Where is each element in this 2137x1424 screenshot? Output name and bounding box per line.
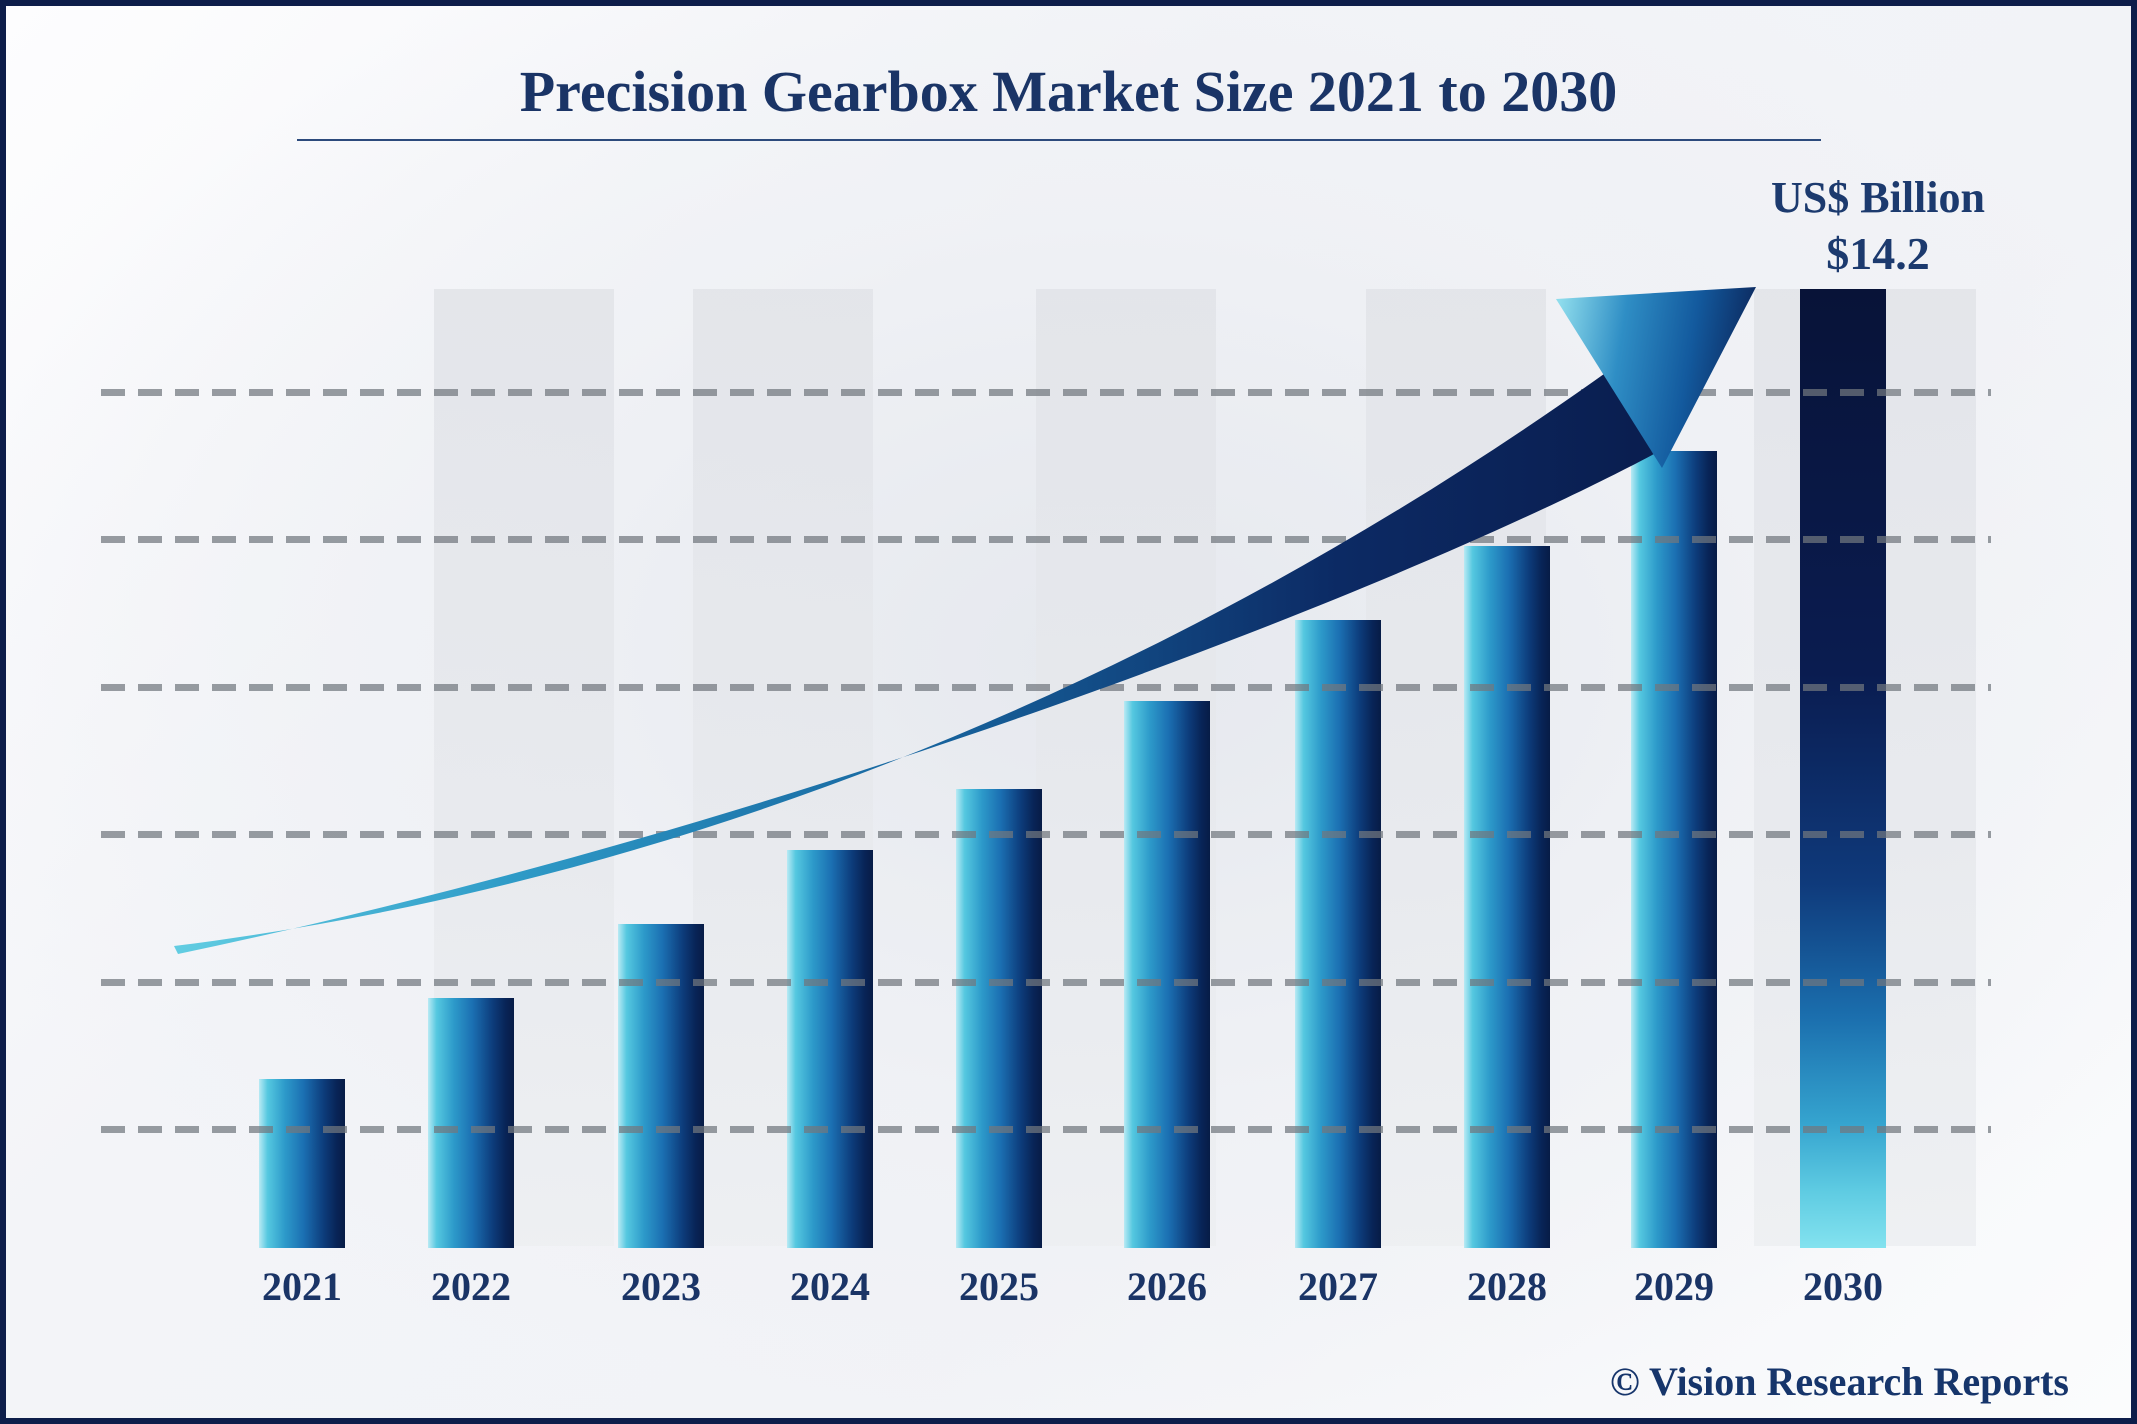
bar-2026 bbox=[1124, 701, 1210, 1248]
unit-value-callout: US$ Billion $14.2 bbox=[1666, 170, 2090, 282]
gridlines-layer bbox=[6, 6, 2131, 1418]
bar-2022 bbox=[428, 998, 514, 1248]
title-underline bbox=[297, 139, 1821, 141]
unit-label: US$ Billion bbox=[1771, 173, 1985, 222]
axis-label-2024: 2024 bbox=[790, 1264, 870, 1309]
axis-labels-layer: 2021 2022 2023 2024 2025 2026 2027 2028 2029 2030 bbox=[6, 6, 2131, 1418]
bar-2029 bbox=[1631, 451, 1717, 1248]
final-value-label: $14.2 bbox=[1826, 228, 1930, 279]
bar-2023 bbox=[618, 924, 704, 1248]
gridline-5 bbox=[101, 979, 1991, 986]
axis-label-2028: 2028 bbox=[1467, 1264, 1547, 1309]
axis-label-2030: 2030 bbox=[1803, 1264, 1883, 1309]
axis-label-2023: 2023 bbox=[621, 1264, 701, 1309]
gridline-6 bbox=[101, 1126, 1991, 1133]
bar-2021 bbox=[259, 1079, 345, 1248]
arrow-head bbox=[1556, 287, 1756, 468]
axis-label-2027: 2027 bbox=[1298, 1264, 1378, 1309]
bar-2030 bbox=[1800, 289, 1886, 1248]
chart-title: Precision Gearbox Market Size 2021 to 20… bbox=[519, 59, 1618, 124]
growth-arrow bbox=[174, 287, 1756, 954]
bar-2024 bbox=[787, 850, 873, 1248]
gridline-4 bbox=[101, 831, 1991, 838]
gridline-3 bbox=[101, 684, 1991, 691]
axis-label-2026: 2026 bbox=[1127, 1264, 1207, 1309]
gridline-1 bbox=[101, 389, 1991, 396]
axis-label-2029: 2029 bbox=[1634, 1264, 1714, 1309]
axis-label-2025: 2025 bbox=[959, 1264, 1039, 1309]
bar-2025 bbox=[956, 789, 1042, 1248]
axis-label-2022: 2022 bbox=[431, 1264, 511, 1309]
axis-label-2021: 2021 bbox=[262, 1264, 342, 1309]
watermark: © Vision Research Reports bbox=[1609, 1359, 2069, 1404]
gridline-2 bbox=[101, 536, 1991, 543]
bar-2027 bbox=[1295, 620, 1381, 1248]
